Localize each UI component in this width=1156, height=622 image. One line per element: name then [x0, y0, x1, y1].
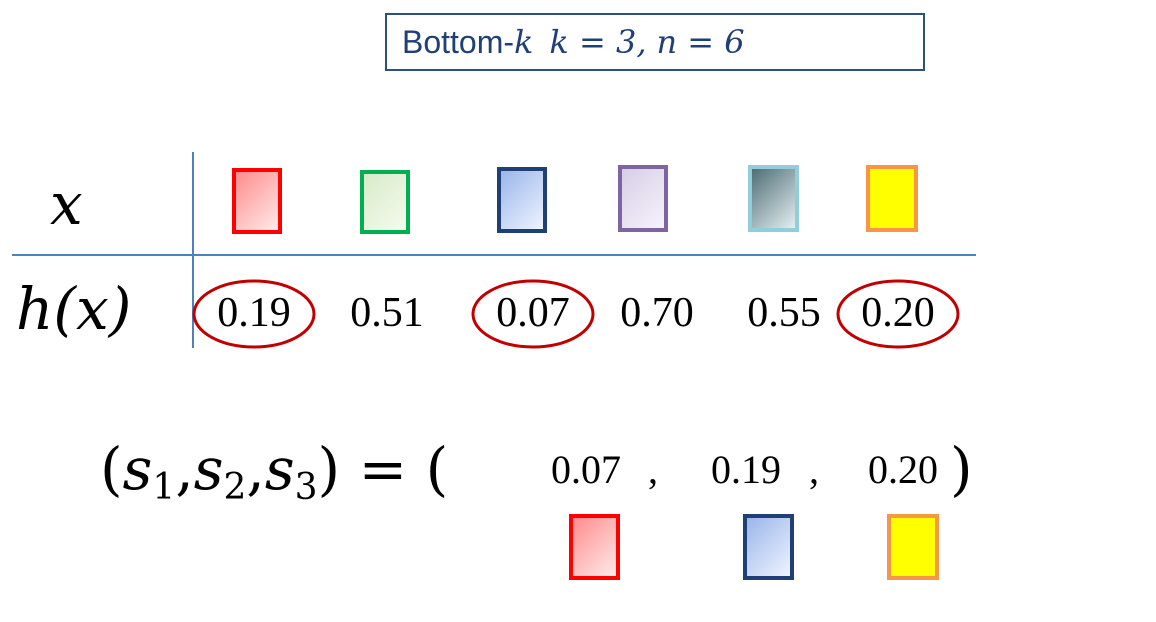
item-square-green [360, 170, 410, 234]
selection-ellipse-0.20 [836, 279, 960, 349]
title-param-k: k = 3, [549, 23, 647, 61]
h-value-2: 0.51 [350, 290, 424, 336]
item-square-teal [748, 165, 799, 232]
selection-ellipses [192, 279, 960, 349]
result-square-blue [743, 514, 794, 580]
title-param-n: n = 6 [656, 23, 745, 61]
x-row-label: x [50, 170, 83, 238]
result-value-3: 0.20 [868, 447, 938, 492]
result-comma-1: , [648, 447, 658, 492]
result-value-2: 0.19 [711, 447, 781, 492]
title-prefix: Bottom- [402, 23, 515, 60]
selection-ellipse-0.07 [471, 279, 595, 349]
item-square-red [232, 168, 282, 234]
equation-lhs: (s1,s2,s3) = ( [100, 435, 449, 508]
item-square-purple [618, 165, 668, 232]
item-square-blue [497, 167, 547, 233]
title-k-symbol: k [514, 23, 534, 61]
h-row-label: h(x) [16, 275, 132, 343]
h-value-3: 0.07 [496, 290, 570, 336]
h-value-4: 0.70 [620, 290, 694, 336]
title-box: Bottom-k k = 3, n = 6 [385, 13, 925, 71]
h-value-6: 0.20 [861, 290, 935, 336]
equation-close-paren: ) [950, 435, 973, 503]
result-value-1: 0.07 [551, 447, 621, 492]
result-comma-2: , [809, 447, 819, 492]
result-square-red [569, 514, 620, 580]
item-square-yellow [866, 165, 918, 232]
h-value-5: 0.55 [747, 290, 821, 336]
selection-ellipse-0.19 [192, 279, 316, 349]
h-value-1: 0.19 [217, 290, 291, 336]
result-square-yellow [887, 514, 939, 580]
